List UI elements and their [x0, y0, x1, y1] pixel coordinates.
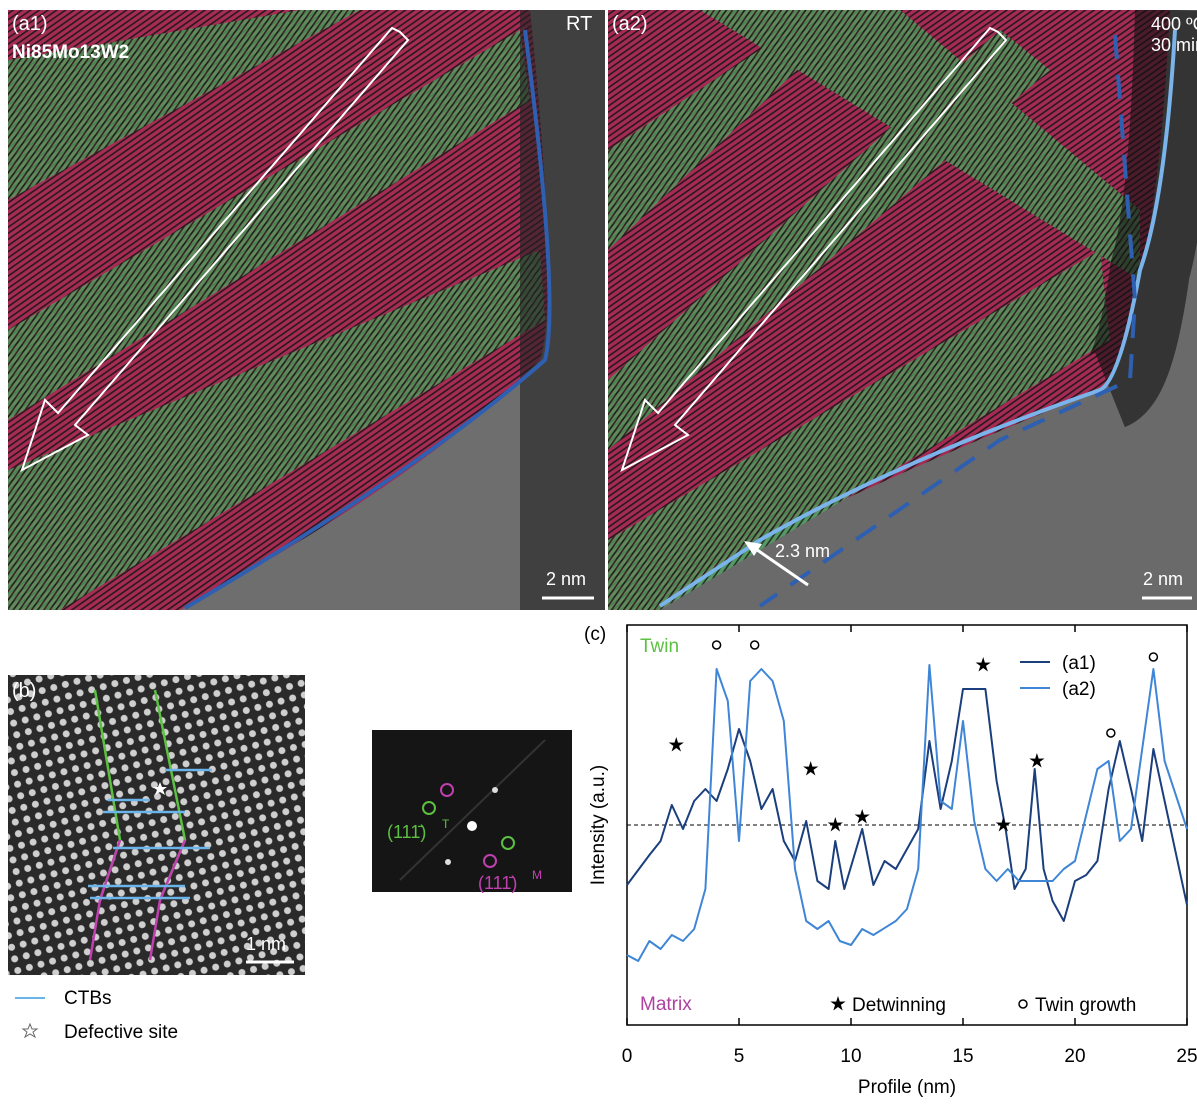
- fft-matrix-label: (111̄): [478, 873, 517, 893]
- detwinning-marker: [976, 657, 991, 672]
- x-tick-label: 5: [734, 1046, 745, 1067]
- figure: (a1) Ni85Mo13W2 RT 2 nm (a2) 400 ºC 30 m…: [0, 0, 1197, 1099]
- legend-symbol: [23, 1024, 37, 1037]
- plot: 0 5 10 15 20 25 (a1) (a2) Detwinning Twin growth: [622, 625, 1197, 1067]
- scale-bar-label: 1 nm: [246, 934, 286, 954]
- detwinning-marker: [855, 809, 870, 824]
- bottom-annotation: Matrix: [640, 994, 692, 1015]
- composition: Ni85Mo13W2: [12, 42, 129, 63]
- x-tick-label: 0: [622, 1046, 633, 1067]
- scale-bar-label: 2 nm: [546, 569, 586, 589]
- panel-label: (a1): [12, 13, 48, 35]
- twin-growth-marker: [1107, 729, 1115, 737]
- fft-matrix-sup: M: [532, 868, 542, 882]
- detwinning-marker: [803, 761, 818, 776]
- fft-twin-label: (111̄): [387, 822, 426, 842]
- condition-temperature: 400 ºC: [1151, 14, 1197, 34]
- legend-label: CTBs: [64, 988, 112, 1009]
- detwinning-marker: [828, 817, 843, 832]
- detwinning-marker: [996, 817, 1011, 832]
- micrograph-b: [8, 675, 305, 975]
- panel-label: (b): [12, 680, 36, 702]
- twin-growth-marker: [713, 641, 721, 649]
- legend-label: (a1): [1062, 653, 1096, 674]
- detwinning-marker: [830, 996, 845, 1011]
- fft-twin-sup: T: [442, 817, 450, 831]
- legend-label: (a2): [1062, 679, 1096, 700]
- micrograph-a2: [608, 10, 1197, 610]
- micrograph-a1: [8, 10, 605, 610]
- series-line: [627, 665, 1187, 961]
- annotation: 2.3 nm: [775, 541, 830, 561]
- detwinning-marker: [669, 737, 684, 752]
- legend-label: Defective site: [64, 1022, 178, 1043]
- x-axis-label: Profile (nm): [858, 1077, 956, 1098]
- fft-image: [372, 730, 572, 892]
- scale-bar-label: 2 nm: [1143, 569, 1183, 589]
- condition-time: 30 min: [1151, 35, 1197, 55]
- panel-label: (a2): [612, 13, 648, 35]
- top-annotation: Twin: [640, 636, 679, 657]
- legend-label: Detwinning: [852, 995, 946, 1016]
- x-tick-label: 25: [1176, 1046, 1197, 1067]
- panel-label: (c): [584, 624, 606, 645]
- x-tick-label: 15: [952, 1046, 973, 1067]
- legend-label: Twin growth: [1035, 995, 1136, 1016]
- twin-growth-marker: [1149, 653, 1157, 661]
- condition: RT: [566, 13, 592, 35]
- twin-growth-marker: [751, 641, 759, 649]
- detwinning-marker: [1029, 753, 1044, 768]
- series-line: [627, 689, 1187, 921]
- x-tick-label: 20: [1064, 1046, 1085, 1067]
- y-axis-label: Intensity (a.u.): [588, 765, 609, 885]
- legend-symbol: [1019, 1000, 1027, 1008]
- x-tick-label: 10: [840, 1046, 861, 1067]
